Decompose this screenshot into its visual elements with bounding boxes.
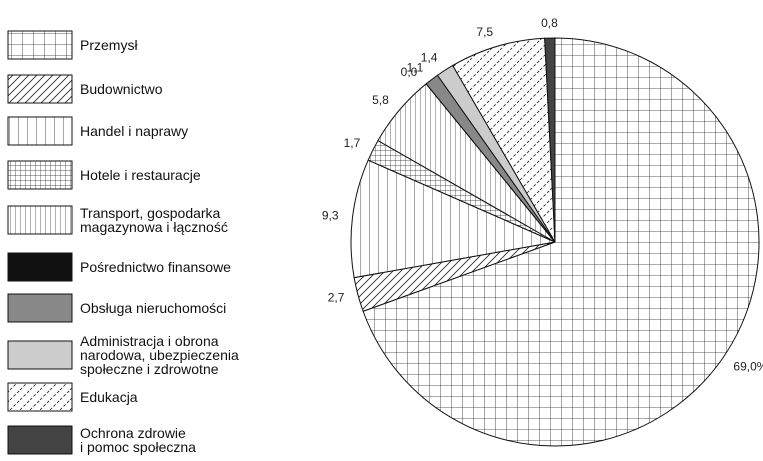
legend-swatch [7,340,73,370]
data-label: 0,8 [541,16,558,30]
data-label: 7,5 [476,25,493,39]
pie-slice [362,37,760,447]
data-label: 1,1 [407,60,424,74]
data-label: 0,0 [401,65,418,79]
data-label: 2,7 [328,290,345,304]
pie-slice [350,159,557,279]
legend-swatch [7,252,73,282]
legend-label: Budownictwo [80,81,163,97]
legend-label: Handel i naprawy [80,123,189,139]
legend-swatch [7,116,73,146]
legend-swatch [7,425,73,455]
legend-label: Ochrona zdrowie i pomoc społeczna [80,425,196,455]
data-label: 5,8 [372,93,389,107]
legend-swatch [7,30,73,60]
legend-swatch [7,74,73,104]
legend-label: Administracja i obrona narodowa, ubezpie… [80,333,239,377]
pie-slice [544,37,556,243]
legend-label: Hotele i restauracje [80,167,201,183]
data-label: 69,0% [733,359,763,373]
legend-swatch [7,382,73,412]
data-label: 1,7 [344,136,361,150]
legend-label: Transport, gospodarka magazynowa i łączn… [80,205,228,235]
data-label: 9,3 [322,208,339,222]
legend-swatch [7,205,73,235]
legend-label: Edukacja [80,389,138,405]
pie-slice [452,37,556,243]
legend-swatch [7,160,73,190]
data-label: 1,4 [421,51,438,65]
legend-swatch [7,293,73,323]
legend-label: Obsługa nieruchomości [80,300,227,316]
legend-label: Przemysł [80,37,138,53]
legend-label: Pośrednictwo finansowe [80,259,231,275]
